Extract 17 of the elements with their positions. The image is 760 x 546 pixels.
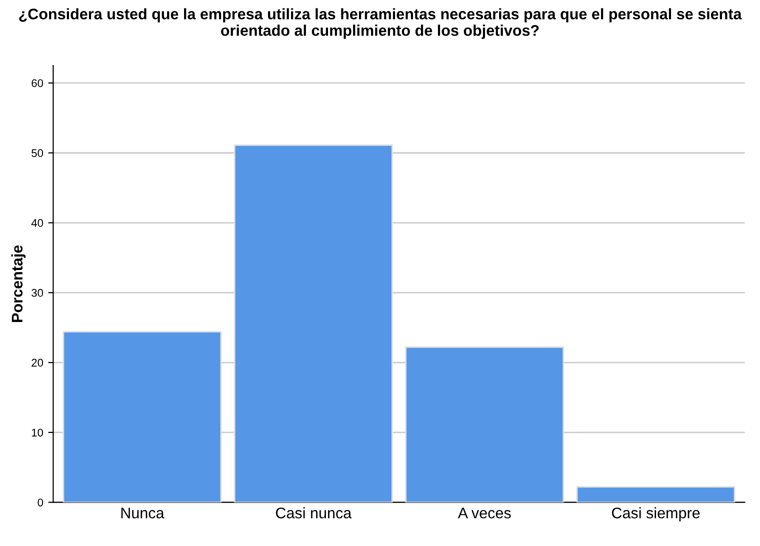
bar xyxy=(62,331,222,502)
x-tick-label: Casi siempre xyxy=(612,507,700,522)
y-tick-label: 0 xyxy=(38,498,44,506)
bar xyxy=(576,486,736,502)
bar xyxy=(405,346,564,502)
y-tick-label: 30 xyxy=(32,288,44,297)
chart-title: ¿Considera usted que la empresa utiliza las herramientas necesarias para que el personal se sienta orientado al cumplimiento de los objetivos? xyxy=(19,8,742,39)
y-axis-title: Porcentaje xyxy=(11,245,26,322)
x-tick-label: A veces xyxy=(458,508,511,518)
bar xyxy=(234,144,393,502)
y-tick-label: 10 xyxy=(32,428,44,437)
x-tick-label: Nunca xyxy=(121,508,164,518)
y-tick-label: 60 xyxy=(32,79,44,88)
x-tick-label: Casi nunca xyxy=(276,507,352,518)
y-tick-label: 40 xyxy=(31,219,44,227)
y-tick-label: 50 xyxy=(32,149,44,158)
y-tick-label: 20 xyxy=(32,358,44,367)
